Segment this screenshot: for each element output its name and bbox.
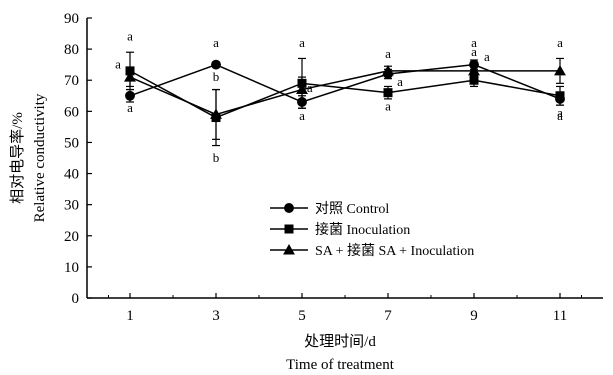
data-point bbox=[211, 59, 221, 70]
y-axis-label-en: Relative conductivity bbox=[32, 93, 48, 222]
legend-entry: SA + 接菌 SA + Inoculation bbox=[270, 242, 474, 259]
series-triangle bbox=[124, 57, 566, 140]
y-axis-label: 相对电导率/% bbox=[9, 112, 26, 204]
data-point bbox=[469, 75, 479, 85]
x-tick-label: 1 bbox=[126, 308, 134, 324]
data-point bbox=[555, 91, 565, 101]
y-tick-label: 10 bbox=[64, 260, 79, 276]
significance-letter: a bbox=[557, 105, 563, 120]
x-tick-label: 9 bbox=[470, 308, 478, 324]
x-tick-label: 11 bbox=[553, 308, 567, 324]
legend-label: 接菌 Inoculation bbox=[315, 221, 410, 238]
significance-letter: a bbox=[299, 35, 305, 50]
legend-label: 对照 Control bbox=[315, 201, 389, 217]
significance-letter: a bbox=[213, 35, 219, 50]
legend-marker bbox=[284, 203, 294, 213]
y-tick-label: 70 bbox=[64, 73, 79, 89]
significance-letter: a bbox=[307, 80, 313, 95]
y-tick-label: 0 bbox=[72, 291, 80, 307]
significance-letter: a bbox=[471, 44, 477, 59]
significance-letter: a bbox=[484, 49, 490, 64]
y-tick-label: 20 bbox=[64, 229, 79, 245]
significance-letter: a bbox=[385, 99, 391, 114]
significance-letter: a bbox=[557, 35, 563, 50]
significance-letter: a bbox=[127, 100, 133, 115]
data-point bbox=[125, 90, 135, 101]
significance-letter: a bbox=[299, 108, 305, 123]
x-tick-label: 5 bbox=[298, 308, 306, 324]
series-line bbox=[129, 70, 561, 119]
y-tick-label: 80 bbox=[64, 42, 79, 58]
x-tick-label: 3 bbox=[212, 308, 220, 324]
legend-marker bbox=[284, 224, 294, 234]
significance-letter: a bbox=[115, 57, 121, 72]
x-axis-label: 处理时间/d bbox=[304, 333, 376, 350]
y-tick-label: 30 bbox=[64, 198, 79, 214]
legend-label: SA + 接菌 SA + Inoculation bbox=[315, 242, 474, 259]
data-point bbox=[383, 88, 393, 98]
legend: 对照 Control 接菌 Inoculation SA + 接菌 SA + Ino… bbox=[270, 201, 474, 259]
series-line bbox=[129, 70, 560, 116]
significance-letter: b bbox=[213, 150, 220, 165]
x-axis-label-en: Time of treatment bbox=[286, 357, 395, 373]
axes: 0 10 20 30 40 50 60 70 80 90 1 3 5 7 9 11 bbox=[64, 11, 603, 324]
data-point bbox=[296, 83, 308, 95]
significance-letter: a bbox=[557, 108, 563, 123]
data-point bbox=[382, 64, 394, 76]
data-point bbox=[468, 64, 480, 76]
y-tick-label: 40 bbox=[64, 167, 79, 183]
significance-letter: a bbox=[385, 46, 391, 61]
significance-letter: a bbox=[397, 74, 403, 89]
legend-entry: 对照 Control bbox=[270, 201, 389, 217]
data-point bbox=[469, 59, 479, 70]
x-tick-label: 7 bbox=[384, 308, 392, 324]
legend-marker bbox=[283, 244, 295, 255]
significance-letter: a bbox=[471, 35, 477, 50]
significance-letter: b bbox=[213, 69, 220, 84]
series-square bbox=[125, 51, 565, 147]
data-point bbox=[210, 108, 222, 119]
y-tick-label: 90 bbox=[64, 11, 79, 27]
y-tick-label: 50 bbox=[64, 135, 79, 151]
significance-letter: a bbox=[127, 29, 133, 44]
series-circle bbox=[125, 59, 565, 109]
legend-entry: 接菌 Inoculation bbox=[270, 221, 410, 238]
data-point bbox=[124, 71, 136, 82]
series-group bbox=[124, 51, 566, 147]
data-point bbox=[554, 64, 566, 76]
y-tick-label: 60 bbox=[64, 104, 79, 120]
